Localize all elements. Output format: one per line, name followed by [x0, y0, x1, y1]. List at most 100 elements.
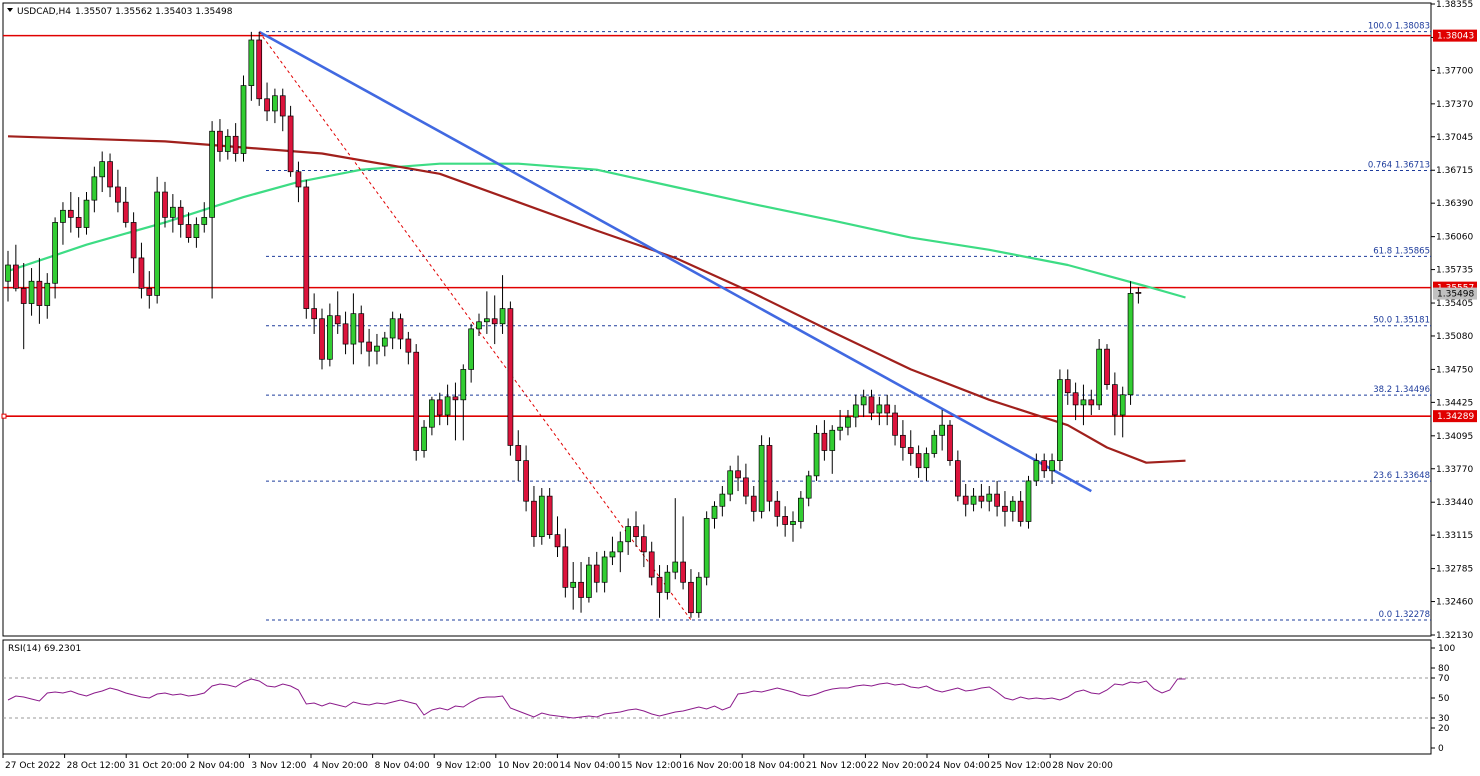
candle-bullish [852, 404, 859, 418]
candle-bearish [884, 404, 891, 414]
candle-bullish [664, 571, 671, 593]
price-tick-label: 1.35080 [1436, 332, 1473, 342]
candle-bearish [287, 115, 294, 173]
time-tick-label: 8 Nov 04:00 [375, 761, 430, 771]
series-line-ma-slow [7, 135, 1186, 464]
time-axis: 27 Oct 2022 28 Oct 12:00 31 Oct 20:00 2 Nov… [2, 754, 1113, 771]
candle-bullish [272, 95, 278, 112]
candle-bullish [209, 130, 215, 218]
candle-bearish [1041, 460, 1048, 472]
candle-bullish [1127, 293, 1134, 396]
candle-bullish [711, 505, 718, 519]
candle-bearish [766, 445, 773, 502]
candle-bullish [586, 564, 592, 598]
candle-bullish [484, 318, 490, 323]
collapse-triangle-icon[interactable] [7, 8, 13, 12]
candle-bearish [515, 445, 522, 462]
candle-bullish [703, 518, 710, 578]
candlesticks [5, 31, 1142, 618]
price-label-box [1433, 287, 1477, 300]
candle-bearish [311, 308, 317, 320]
rsi-tick-label: 80 [1438, 664, 1450, 674]
candle-bullish [986, 493, 993, 502]
price-tick-label: 1.37045 [1436, 133, 1473, 143]
candle-bearish [397, 318, 404, 340]
candle-bearish [1002, 505, 1008, 512]
fib-level-label: 61.8 1.35865 [1373, 246, 1430, 256]
candle-bullish [91, 176, 98, 201]
candle-bullish [421, 426, 427, 451]
time-tick-label: 2 Nov 04:00 [190, 761, 245, 771]
rsi-tick-label: 20 [1438, 724, 1450, 734]
time-tick-label: 4 Nov 20:00 [313, 761, 368, 771]
time-tick-label: 28 Oct 12:00 [67, 761, 126, 771]
candle-bullish [327, 315, 333, 360]
candle-bearish [688, 581, 694, 614]
candle-bearish [633, 526, 639, 538]
candle-bullish [193, 224, 200, 238]
price-label-text: 1.35498 [1437, 290, 1474, 300]
candle-bearish [648, 551, 655, 578]
price-label-text: 1.38043 [1437, 32, 1474, 42]
candle-bullish [429, 399, 435, 428]
price-label-box [1433, 410, 1477, 423]
candle-bearish [656, 576, 663, 593]
candle-bullish [154, 191, 160, 296]
candle-bearish [107, 161, 113, 188]
candle-bullish [837, 426, 843, 431]
candle-bearish [1064, 379, 1071, 394]
candle-bearish [994, 493, 1000, 507]
candle-bullish [931, 434, 938, 454]
candle-bullish [60, 209, 66, 223]
candle-bullish [876, 404, 883, 414]
fibonacci-levels: 100.0 1.38083 0.764 1.36713 61.8 1.35865 50… [266, 22, 1431, 621]
fib-level-label: 100.0 1.38083 [1368, 22, 1430, 32]
candle-bearish [122, 201, 129, 223]
price-tick-label: 1.35735 [1436, 266, 1473, 276]
candle-bullish [201, 217, 208, 225]
candle-bullish [44, 282, 51, 306]
price-tick-label: 1.34095 [1436, 432, 1473, 442]
rsi-tick-label: 70 [1438, 674, 1450, 684]
candle-bullish [1025, 480, 1032, 522]
candle-bearish [20, 287, 27, 304]
candle-bearish [138, 257, 145, 289]
candle-bearish [892, 412, 898, 436]
candle-bearish [256, 39, 263, 100]
candle-bearish [358, 313, 365, 343]
level-lines [1, 34, 1431, 419]
price-tick-label: 1.36715 [1436, 166, 1473, 176]
candle-bearish [868, 396, 875, 414]
rsi-tick-label: 50 [1438, 694, 1450, 704]
candle-bearish [821, 432, 828, 451]
candle-bullish [601, 556, 608, 583]
price-tick-label: 1.32460 [1436, 598, 1473, 608]
candle-bearish [523, 460, 529, 502]
candle-bullish [1119, 394, 1126, 416]
rsi-tick-label: 30 [1438, 714, 1450, 724]
time-tick-label: 9 Nov 12:00 [436, 761, 491, 771]
series-line-fib-line [258, 31, 692, 621]
candle-bearish [162, 191, 168, 218]
price-tick-label: 1.33770 [1436, 465, 1473, 475]
candle-bullish [538, 495, 545, 538]
candle-bullish [923, 453, 930, 469]
candle-bearish [1072, 392, 1079, 406]
time-tick-label: 10 Nov 20:00 [498, 761, 559, 771]
time-tick-label: 25 Nov 12:00 [991, 761, 1052, 771]
candle-bearish [232, 135, 239, 154]
fib-level-label: 0.0 1.32278 [1379, 610, 1430, 620]
candle-bearish [546, 495, 553, 535]
fib-level-label: 23.6 1.33648 [1373, 471, 1430, 481]
candle-bullish [28, 280, 35, 304]
candle-bearish [319, 318, 325, 360]
candle-bearish [947, 424, 953, 462]
candle-bullish [805, 475, 812, 499]
candle-bearish [115, 186, 121, 203]
candle-bearish [177, 206, 184, 225]
fib-level-label: 38.2 1.34496 [1373, 385, 1430, 395]
candle-bearish [640, 536, 647, 553]
candle-bearish [782, 516, 789, 525]
